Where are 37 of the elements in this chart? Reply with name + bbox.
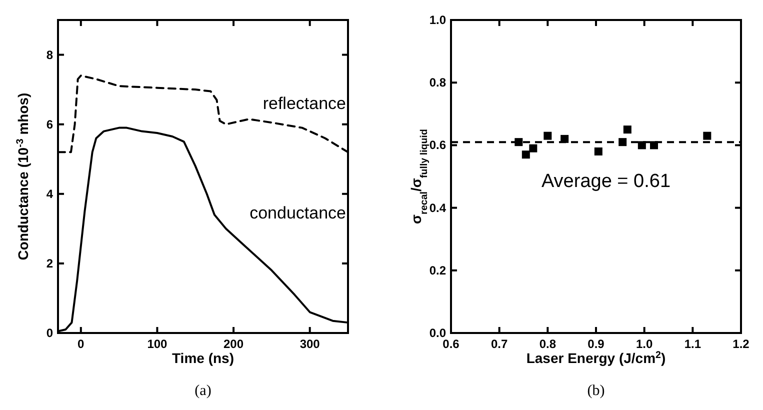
- y-tick-label: 0.8: [429, 76, 446, 90]
- text: (b): [587, 383, 605, 399]
- y-tick-label: 2: [46, 256, 54, 270]
- x-axis-title: Laser Energy (J/cm$^{2}$): [526, 350, 666, 366]
- series-label: reflectance: [262, 94, 346, 114]
- text: (a): [194, 383, 212, 399]
- ref-line-label: Average = 0.61: [541, 171, 671, 192]
- x-tick-label: 200: [224, 337, 244, 351]
- x-tick-label: 300: [300, 337, 320, 351]
- x-axis-title: Time (ns): [172, 350, 234, 366]
- point: [623, 126, 632, 134]
- x-tick-label: 1.1: [684, 337, 702, 351]
- x-tick-label: 100: [147, 337, 168, 351]
- x-tick-label: 1.2: [732, 337, 750, 351]
- point: [544, 132, 552, 140]
- point: [703, 132, 712, 140]
- x-tick-label: 0.6: [442, 337, 460, 351]
- point: [638, 141, 646, 150]
- y-tick-label: 0: [46, 326, 54, 340]
- legend-label: conductance: [250, 204, 346, 223]
- y-tick-label: 0.6: [429, 138, 446, 152]
- point: [594, 147, 602, 156]
- x-tick-label: 0.8: [539, 337, 556, 351]
- point: [529, 144, 538, 152]
- point: [522, 150, 530, 159]
- x-tick-label: 1.0: [636, 337, 653, 351]
- y-tick-label: 1.0: [429, 13, 446, 27]
- y-tick-label: 8: [46, 48, 54, 62]
- y-tick-label: 6: [46, 117, 54, 132]
- y-tick-label: 0.2: [429, 263, 446, 278]
- x-tick-label: 0: [78, 337, 85, 351]
- y-tick-label: 0.4: [429, 200, 446, 215]
- y-tick-label: 4: [46, 186, 54, 201]
- x-tick-label: 0.9: [588, 337, 605, 351]
- x-tick-label: 0.7: [490, 337, 508, 351]
- y-tick-label: 0.0: [429, 326, 446, 340]
- point: [650, 141, 658, 150]
